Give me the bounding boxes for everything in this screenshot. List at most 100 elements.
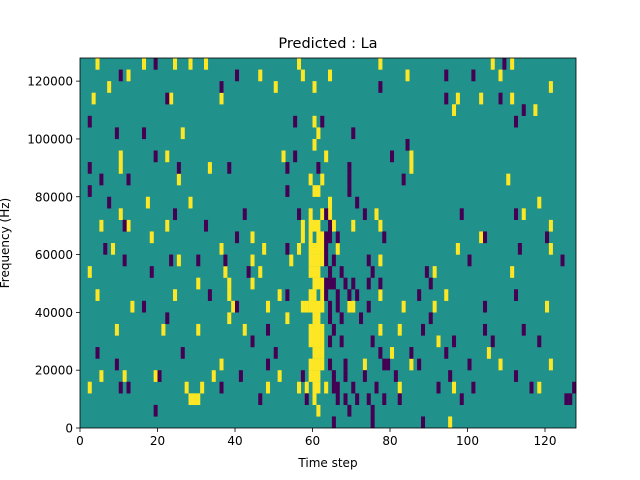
heatmap-cell-high xyxy=(312,358,317,371)
heatmap-cell-low xyxy=(347,404,352,417)
heatmap-cell-high xyxy=(378,58,383,70)
heatmap-cell-high xyxy=(320,173,325,186)
heatmap-cell-low xyxy=(142,127,147,140)
heatmap-cell-high xyxy=(316,358,321,371)
heatmap-cell-high xyxy=(126,219,131,232)
heatmap-cell-high xyxy=(409,358,414,371)
heatmap-cell-low xyxy=(545,231,550,244)
heatmap-cell-high xyxy=(479,92,484,105)
heatmap-cell-low xyxy=(300,370,305,382)
heatmap-cell-high xyxy=(401,300,406,313)
heatmap-cell-high xyxy=(192,393,197,406)
heatmap-cell-low xyxy=(204,219,209,232)
heatmap-cell-low xyxy=(142,300,147,313)
heatmap-cell-high xyxy=(316,370,321,382)
heatmap-cell-high xyxy=(510,58,515,70)
heatmap-cell-high xyxy=(149,231,154,244)
heatmap-cell-high xyxy=(533,104,538,116)
heatmap-cell-low xyxy=(405,138,410,151)
heatmap-cell-low xyxy=(242,208,247,221)
heatmap-cell-high xyxy=(289,254,294,267)
heatmap-cell-high xyxy=(266,381,271,394)
heatmap-cell-low xyxy=(118,381,123,394)
heatmap-cell-high xyxy=(188,393,193,406)
heatmap-cell-high xyxy=(250,254,255,267)
heatmap-cell-high xyxy=(308,208,313,221)
heatmap-cell-high xyxy=(250,231,255,244)
heatmap-cell-low xyxy=(502,58,507,70)
x-tick-label: 120 xyxy=(534,434,557,448)
heatmap-cell-high xyxy=(316,347,321,359)
heatmap-cell-low xyxy=(324,231,329,244)
heatmap-cell-low xyxy=(471,381,476,394)
heatmap-cell-high xyxy=(436,335,441,348)
heatmap-cell-low xyxy=(471,69,476,82)
heatmap-cell-low xyxy=(324,289,329,301)
heatmap-cell-low xyxy=(122,219,127,232)
heatmap-cell-high xyxy=(312,347,317,359)
heatmap-cell-low xyxy=(355,289,360,301)
heatmap-cell-low xyxy=(370,416,375,429)
heatmap-cell-high xyxy=(521,208,526,221)
heatmap-cell-low xyxy=(316,162,321,174)
heatmap-cell-high xyxy=(277,370,282,382)
heatmap-cell-low xyxy=(452,335,457,348)
heatmap-cell-high xyxy=(316,300,321,313)
heatmap-cell-low xyxy=(169,254,174,267)
heatmap-cell-low xyxy=(339,335,344,348)
heatmap-cell-high xyxy=(320,358,325,371)
heatmap-cell-low xyxy=(331,381,336,394)
heatmap-cell-low xyxy=(378,81,383,93)
heatmap-cell-low xyxy=(293,150,298,163)
heatmap-cell-high xyxy=(204,58,209,70)
heatmap-cell-high xyxy=(200,381,205,394)
heatmap-cell-high xyxy=(211,370,216,382)
heatmap-cell-high xyxy=(308,266,313,278)
heatmap-cell-high xyxy=(196,323,201,336)
heatmap-cell-low xyxy=(165,312,170,325)
heatmap-cell-high xyxy=(320,254,325,267)
heatmap-cell-low xyxy=(444,347,449,359)
heatmap-cell-high xyxy=(312,323,317,336)
heatmap-cell-high xyxy=(145,196,150,209)
heatmap-cell-high xyxy=(231,300,236,313)
heatmap-cell-low xyxy=(331,323,336,336)
heatmap-cell-low xyxy=(304,393,309,406)
y-axis-ticks: 0 20000 40000 60000 80000 100000 120000 xyxy=(27,75,80,436)
heatmap-cell-high xyxy=(95,58,100,70)
heatmap-cell-low xyxy=(393,370,398,382)
heatmap-cell-high xyxy=(308,358,313,371)
y-tick-label: 120000 xyxy=(27,75,73,89)
heatmap-cell-low xyxy=(355,393,360,406)
heatmap-cell-high xyxy=(304,381,309,394)
heatmap-cell-low xyxy=(343,358,348,371)
heatmap-cell-high xyxy=(91,92,96,105)
heatmap-cell-low xyxy=(401,173,406,186)
heatmap-cell-high xyxy=(87,381,92,394)
heatmap-cell-low xyxy=(87,162,92,174)
heatmap-cell-low xyxy=(514,115,519,128)
heatmap-cell-low xyxy=(324,208,329,221)
heatmap-cell-high xyxy=(312,312,317,325)
heatmap-cell-high xyxy=(207,162,212,174)
heatmap-cell-low xyxy=(572,381,577,394)
heatmap-cell-high xyxy=(320,300,325,313)
heatmap-cell-high xyxy=(99,219,104,232)
heatmap-cell-low xyxy=(328,300,333,313)
heatmap-cell-low xyxy=(235,300,240,313)
heatmap-cell-low xyxy=(219,381,224,394)
heatmap-cell-low xyxy=(378,277,383,290)
heatmap-cell-high xyxy=(312,266,317,278)
heatmap-cell-low xyxy=(366,300,371,313)
heatmap-cell-high xyxy=(176,173,181,186)
heatmap-cell-low xyxy=(417,358,422,371)
heatmap-cell-high xyxy=(308,219,313,232)
y-tick-label: 60000 xyxy=(35,248,73,262)
heatmap-cell-low xyxy=(153,404,158,417)
heatmap-cell-low xyxy=(483,323,488,336)
heatmap-cell-high xyxy=(312,138,317,151)
heatmap-cell-high xyxy=(545,300,550,313)
heatmap-cell-low xyxy=(157,370,162,382)
heatmap-cell-low xyxy=(417,289,422,301)
